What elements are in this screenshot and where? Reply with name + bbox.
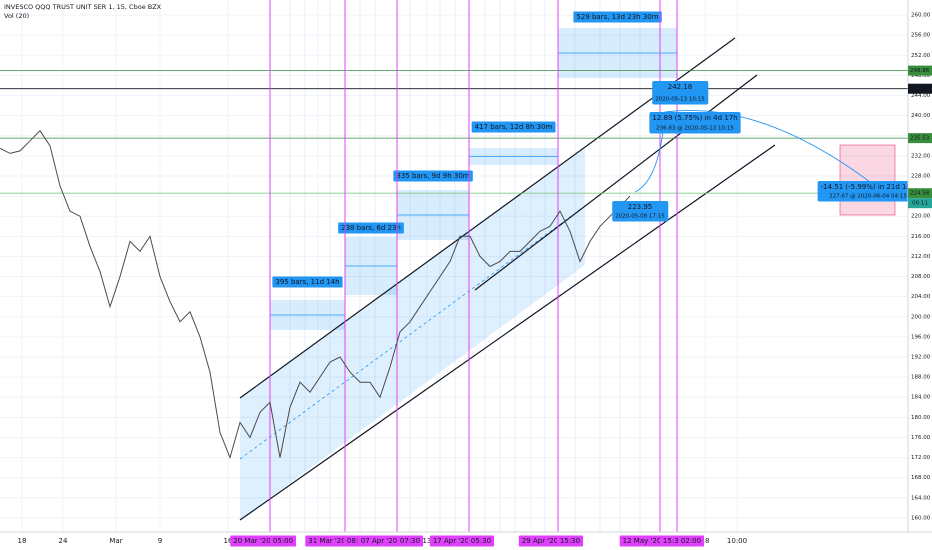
- note-main: 242.18: [668, 83, 693, 91]
- range-label-bg: [272, 276, 343, 288]
- marker-label-bg: [518, 535, 562, 547]
- marker-label: 15:30: [663, 537, 683, 545]
- y-tick-label: 244.00: [911, 93, 931, 99]
- x-tick-label: 16: [224, 537, 233, 545]
- marker-label-bg: [677, 535, 705, 547]
- y-tick-label: 260.00: [911, 13, 931, 19]
- range-label-bg: [393, 170, 473, 182]
- range-label-bg: [338, 222, 404, 234]
- y-tick-label: 248.00: [911, 73, 931, 79]
- range-label: 238 bars, 6d 23h: [341, 224, 401, 232]
- y-tick-label: 216.00: [911, 234, 931, 240]
- x-tick-label: 13: [423, 537, 432, 545]
- marker-label-bg: [619, 535, 665, 547]
- price-tag-bg: [908, 65, 932, 76]
- marker-label-bg: [467, 535, 495, 547]
- marker-label-bg: [230, 535, 274, 547]
- price-tag-bg: [908, 133, 932, 144]
- marker-label: 31 Mar '20: [308, 537, 345, 545]
- price-tag: 245.36: [910, 86, 930, 92]
- range-label: 529 bars, 13d 23h 30m: [576, 13, 658, 21]
- marker-label-bg: [396, 535, 424, 547]
- y-tick-label: 160.00: [911, 515, 931, 521]
- marker-label-bg: [305, 535, 349, 547]
- price-tag: 235.53: [910, 136, 930, 142]
- y-tick-label: 220.00: [911, 214, 931, 220]
- y-tick-label: 232.00: [911, 153, 931, 159]
- trend-line: [474, 74, 758, 291]
- marker-label: 17 Apr '20: [433, 537, 469, 545]
- y-tick-label: 204.00: [911, 294, 931, 300]
- note-sub: 2020-05-13 10:15: [655, 97, 705, 103]
- marker-label: 08:30: [347, 537, 367, 545]
- note-bg: [817, 181, 919, 202]
- marker-label: 20 Mar '20: [233, 537, 270, 545]
- marker-label-bg: [269, 535, 297, 547]
- marker-label: 02:00: [681, 537, 701, 545]
- y-tick-label: 252.00: [911, 53, 931, 59]
- range-label: 395 bars, 11d 14h: [275, 278, 339, 286]
- price-tag-bg: [908, 188, 932, 199]
- note-main: -14.51 (-5.99%) in 21d 18h: [821, 183, 916, 191]
- y-tick-label: 196.00: [911, 334, 931, 340]
- note-sub: 227.67 @ 2020-06-04 04:15: [829, 194, 907, 200]
- x-tick-label: Mar: [109, 537, 122, 545]
- y-tick-label: 212.00: [911, 254, 931, 260]
- channel-mid: [239, 205, 586, 460]
- marker-label-bg: [429, 535, 473, 547]
- marker-label-bg: [357, 535, 401, 547]
- price-line-series: [0, 129, 631, 460]
- note-bg: [652, 81, 709, 105]
- marker-label-bg: [556, 535, 584, 547]
- note-main: 223.95: [628, 203, 653, 211]
- note-sub: 2020-05-08 17:15: [615, 214, 665, 220]
- countdown-bg: [908, 198, 932, 209]
- x-tick-label: 9: [158, 537, 162, 545]
- range-label-bg: [471, 121, 556, 133]
- price-tag: 248.96: [910, 68, 930, 74]
- marker-label: 29 Apr '20: [522, 537, 558, 545]
- note-sub: 236.83 @ 2020-05-13 10:15: [656, 126, 734, 132]
- y-tick-label: 228.00: [911, 173, 931, 179]
- price-tag-bg: [908, 83, 932, 94]
- range-label: 417 bars, 12d 8h 30m: [475, 123, 553, 131]
- y-tick-label: 172.00: [911, 455, 931, 461]
- trend-line: [239, 144, 776, 521]
- y-tick-label: 168.00: [911, 475, 931, 481]
- price-tag: 224.58: [910, 191, 930, 197]
- y-tick-label: 256.00: [911, 33, 931, 39]
- marker-label: 05:30: [471, 537, 491, 545]
- y-tick-label: 240.00: [911, 113, 931, 119]
- y-tick-label: 200.00: [911, 314, 931, 320]
- y-tick-label: 192.00: [911, 355, 931, 361]
- y-tick-label: 184.00: [911, 395, 931, 401]
- marker-label: 07:30: [400, 537, 420, 545]
- x-tick-label: 24: [59, 537, 68, 545]
- symbol: INVESCO QQQ TRUST UNIT SER 1, 15, Cboe B…: [4, 3, 162, 11]
- marker-label: 15:30: [560, 537, 580, 545]
- note-main: 12.89 (5.75%) in 4d 17h: [652, 114, 737, 122]
- note-bg: [612, 201, 669, 222]
- x-tick-label: 10:00: [727, 537, 747, 545]
- x-tick-label: 18: [18, 537, 27, 545]
- y-tick-label: 208.00: [911, 274, 931, 280]
- marker-label: 12 May '20: [623, 537, 662, 545]
- range-label-bg: [573, 11, 662, 23]
- indicator: Vol (20): [4, 12, 29, 20]
- y-tick-label: 164.00: [911, 495, 931, 501]
- marker-label: 05:00: [273, 537, 293, 545]
- y-tick-label: 180.00: [911, 415, 931, 421]
- countdown: 06:11: [912, 201, 928, 207]
- note-bg: [649, 112, 741, 134]
- y-tick-label: 176.00: [911, 435, 931, 441]
- y-tick-label: 188.00: [911, 375, 931, 381]
- marker-label: 07 Apr '20: [361, 537, 397, 545]
- channel-fill: [240, 148, 585, 520]
- range-label: 335 bars, 9d 9h 30m: [396, 172, 469, 180]
- arc: [634, 110, 871, 193]
- x-tick-label: 18: [701, 537, 710, 545]
